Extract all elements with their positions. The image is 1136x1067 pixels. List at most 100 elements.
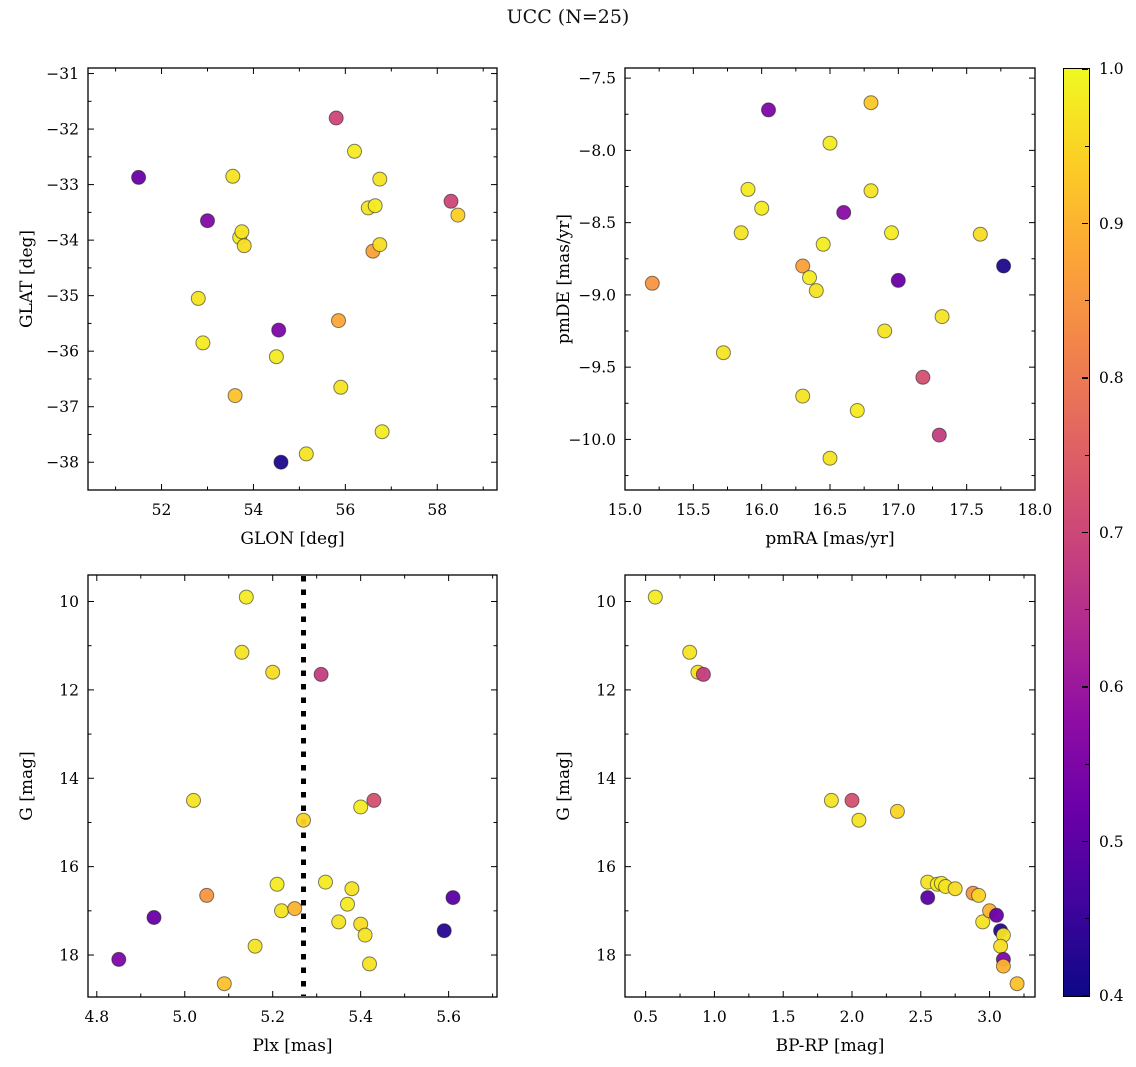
x-tick-label: 56 [335, 501, 355, 519]
y-tick-label: −34 [46, 232, 79, 250]
x-tick-label: 5.4 [348, 1008, 373, 1026]
scatter-point [331, 313, 346, 329]
colorbar-tick-label: 0.5 [1099, 832, 1124, 851]
scatter-point [844, 792, 860, 808]
axes-spine [87, 574, 498, 998]
y-tick-label: −8.5 [578, 214, 616, 232]
scatter-point [274, 903, 289, 919]
scatter-point [938, 879, 954, 894]
scatter-point [216, 976, 232, 992]
scatter-point [933, 875, 949, 891]
scatter-point [450, 207, 466, 223]
y-tick-label: −33 [46, 176, 79, 194]
scatter-point [695, 666, 711, 682]
scatter-point [965, 885, 981, 901]
scatter-point [972, 226, 988, 242]
scatter-point [367, 198, 383, 214]
scatter-point [331, 914, 347, 930]
plx-g-xlabel: Plx [mas] [252, 1036, 332, 1056]
x-tick-label: 16.0 [744, 501, 779, 519]
x-tick-label: 15.0 [608, 501, 643, 519]
y-tick-label: 18 [59, 947, 79, 965]
y-tick-label: −31 [46, 65, 79, 83]
scatter-point [715, 345, 731, 361]
scatter-point [273, 454, 289, 470]
scatter-point [238, 589, 254, 605]
scatter-point [971, 887, 987, 903]
y-tick-label: 14 [596, 770, 616, 788]
axes-spine [87, 67, 498, 491]
scatter-point [236, 238, 252, 254]
colorbar-tick-mark [1082, 68, 1088, 70]
scatter-point [644, 275, 660, 291]
scatter-point [372, 237, 388, 253]
bprp-g-ylabel: G [mag] [554, 751, 574, 820]
colorbar-minor-tick-mark [1085, 300, 1089, 302]
scatter-point [995, 958, 1011, 974]
colorbar-tick-mark [1082, 995, 1088, 997]
scatter-point [995, 927, 1011, 943]
scatter-point [808, 283, 824, 299]
y-tick-label: 12 [59, 681, 79, 699]
scatter-point [318, 874, 333, 890]
x-tick-label: 2.5 [908, 1008, 933, 1026]
colorbar-minor-tick-mark [1085, 763, 1089, 765]
scatter-point [929, 876, 945, 892]
figure-title: UCC (N=25) [506, 6, 630, 28]
scatter-point [353, 916, 369, 932]
x-tick-label: 52 [152, 501, 172, 519]
scatter-point [822, 135, 838, 151]
scatter-point [199, 887, 215, 903]
y-tick-label: 14 [59, 770, 79, 788]
scatter-point [1009, 976, 1025, 992]
colorbar-minor-tick-mark [1085, 918, 1089, 920]
colorbar-tick-mark [1082, 840, 1088, 843]
pmra-pmde-xlabel: pmRA [mas/yr] [765, 529, 894, 549]
scatter-point [851, 812, 867, 828]
scatter-point [931, 427, 947, 443]
scatter-point [232, 229, 248, 245]
scatter-point [647, 589, 663, 605]
y-tick-label: −7.5 [578, 70, 616, 88]
bprp-g-xlabel: BP-RP [mag] [776, 1036, 885, 1056]
panel-glon-glat: 52 54 56 58 −31 −32 −33 −34 −35 −36 −37 −38 GLON [de… [17, 65, 498, 549]
y-tick-label: 16 [596, 858, 616, 876]
y-tick-label: −36 [46, 343, 79, 361]
scatter-point [333, 379, 349, 395]
scatter-point [993, 938, 1009, 954]
scatter-point [682, 644, 698, 660]
scatter-point [815, 236, 831, 252]
y-tick-label: −10.0 [569, 431, 617, 449]
scatter-point [863, 95, 879, 111]
scatter-point [131, 169, 147, 185]
scatter-point [347, 143, 362, 159]
scatter-point [146, 910, 162, 925]
scatter-point [975, 914, 991, 930]
y-tick-label: 10 [596, 593, 616, 611]
scatter-point [754, 200, 770, 216]
scatter-point [365, 243, 381, 259]
pmra-pmde-ylabel: pmDE [mas/yr] [554, 214, 574, 344]
scatter-point [996, 258, 1012, 274]
y-tick-label: −9.0 [578, 286, 616, 304]
panel-pmra-pmde: 15.0 15.5 16.0 16.5 17.0 17.5 18.0 −7.5 −8.0 −8.5… [554, 67, 1053, 549]
scatter-point [863, 183, 879, 199]
colorbar-tick-label: 0.8 [1099, 369, 1124, 387]
colorbar-minor-tick-mark [1085, 145, 1089, 147]
colorbar-tick-label: 0.9 [1099, 214, 1124, 233]
colorbar-tick-label: 0.6 [1099, 678, 1124, 696]
scatter-point [795, 388, 811, 404]
plx-g-ylabel: G [mag] [17, 751, 37, 820]
x-tick-label: 5.0 [172, 1008, 197, 1026]
x-tick-label: 3.0 [977, 1008, 1002, 1026]
x-tick-label: 18.0 [1018, 501, 1053, 519]
scatter-point [374, 424, 390, 440]
y-tick-label: 12 [596, 681, 616, 699]
axes-spine [624, 67, 1036, 491]
scatter-point [366, 792, 382, 808]
y-tick-label: −38 [46, 454, 79, 472]
scatter-point [344, 881, 360, 897]
y-tick-label: −35 [46, 287, 79, 305]
scatter-point [269, 876, 285, 892]
